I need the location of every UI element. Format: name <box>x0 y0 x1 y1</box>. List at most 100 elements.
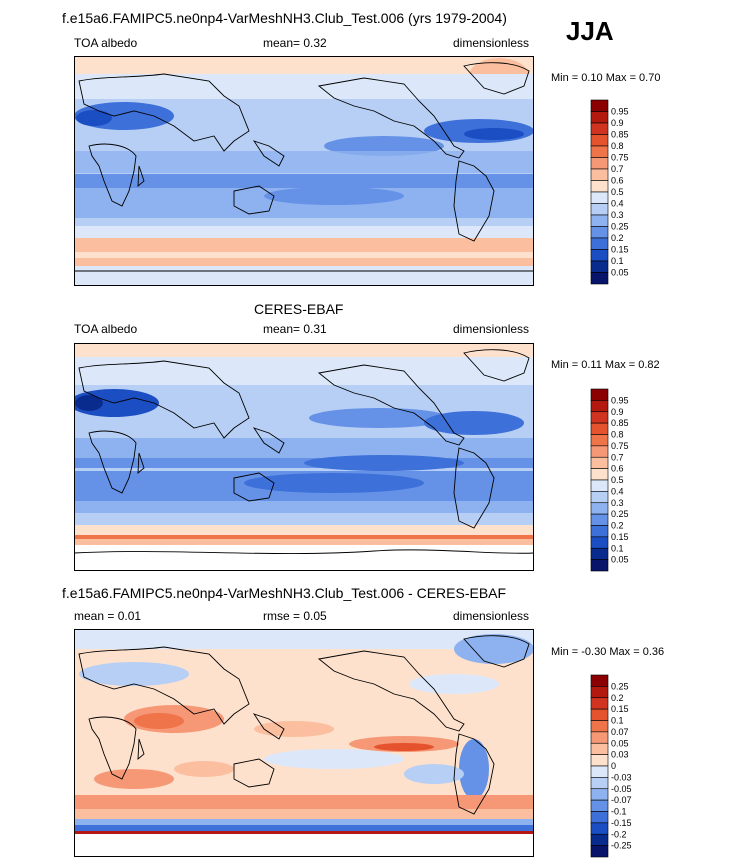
colorbar-swatch <box>590 547 609 560</box>
colorbar-swatch <box>590 822 609 835</box>
panel2-colorbar: 0.95 0.90.85 0.80.750.7 0.60.50.4 0.30.25 0.2… <box>590 388 629 572</box>
colorbar-swatch <box>590 249 609 262</box>
colorbar-label: 0.1 <box>611 543 624 553</box>
colorbar-swatch <box>590 720 609 733</box>
colorbar-swatch <box>590 400 609 413</box>
colorbar-swatch <box>590 388 609 401</box>
colorbar-label: 0.03 <box>611 750 629 760</box>
colorbar-label: 0.95 <box>611 395 629 405</box>
colorbar-label: 0 <box>611 761 616 771</box>
colorbar-label: 0.5 <box>611 187 624 197</box>
colorbar-swatch <box>590 559 609 572</box>
colorbar-label: 0.8 <box>611 430 624 440</box>
colorbar-swatch <box>590 731 609 744</box>
colorbar-swatch <box>590 157 609 170</box>
colorbar-swatch <box>590 214 609 227</box>
colorbar-label: 0.15 <box>611 245 629 255</box>
colorbar-swatch <box>590 845 609 858</box>
colorbar-swatch <box>590 422 609 435</box>
panel2-title: CERES-EBAF <box>254 301 344 317</box>
colorbar-label: -0.1 <box>611 807 627 817</box>
colorbar-swatch <box>590 536 609 549</box>
panel1-title: f.e15a6.FAMIPC5.ne0np4-VarMeshNH3.Club_T… <box>62 10 507 26</box>
colorbar-label: 0.5 <box>611 475 624 485</box>
colorbar-label: -0.2 <box>611 829 627 839</box>
colorbar-label: -0.15 <box>611 818 632 828</box>
colorbar-label: -0.05 <box>611 784 632 794</box>
colorbar-swatch <box>590 180 609 193</box>
panel1-map <box>74 56 534 286</box>
panel1-units-label: dimensionless <box>453 36 530 50</box>
colorbar-label: 0.1 <box>611 716 624 726</box>
panel1-mean-label: mean= 0.32 <box>263 36 327 50</box>
colorbar-label: 0.7 <box>611 452 624 462</box>
panel1-min-max: Min = 0.10 Max = 0.70 <box>551 72 661 84</box>
panel1-variable-label: TOA albedo <box>74 36 138 50</box>
colorbar-swatch <box>590 411 609 424</box>
colorbar-label: 0.85 <box>611 130 629 140</box>
panel2-map <box>74 343 534 571</box>
colorbar-swatch <box>590 491 609 504</box>
colorbar-swatch <box>590 134 609 147</box>
colorbar-swatch <box>590 513 609 526</box>
colorbar-label: -0.07 <box>611 795 632 805</box>
colorbar-label: 0.75 <box>611 153 629 163</box>
panel3-colorbar: 0.250.20.150.10.070.050.030-0.03-0.05-0.… <box>590 674 632 858</box>
colorbar-swatch <box>590 272 609 285</box>
colorbar-label: 0.6 <box>611 176 624 186</box>
colorbar-label: 0.25 <box>611 681 629 691</box>
colorbar-label: 0.3 <box>611 210 624 220</box>
colorbar-swatch <box>590 260 609 273</box>
panel1-colorbar: 0.950.9 0.850.8 0.750.7 0.60.5 0.40.3 0.250.2… <box>590 99 629 285</box>
colorbar-swatch <box>590 456 609 469</box>
colorbar-swatch <box>590 468 609 481</box>
colorbar-swatch <box>590 799 609 812</box>
colorbar-label: 0.9 <box>611 407 624 417</box>
colorbar-label: 0.07 <box>611 727 629 737</box>
colorbar-swatch <box>590 434 609 447</box>
colorbar-label: 0.05 <box>611 738 629 748</box>
colorbar-label: 0.2 <box>611 521 624 531</box>
colorbar-label: -0.03 <box>611 772 632 782</box>
colorbar-label: 0.2 <box>611 693 624 703</box>
colorbar-swatch <box>590 191 609 204</box>
colorbar-label: 0.4 <box>611 199 624 209</box>
colorbar-label: 0.1 <box>611 256 624 266</box>
colorbar-swatch <box>590 479 609 492</box>
panel3-mean-label: mean = 0.01 <box>74 609 142 623</box>
colorbar-label: 0.05 <box>611 268 629 278</box>
colorbar-swatch <box>590 226 609 239</box>
colorbar-label: 0.6 <box>611 464 624 474</box>
colorbar-label: -0.25 <box>611 841 632 851</box>
colorbar-label: 0.95 <box>611 107 629 117</box>
season-label: JJA <box>566 16 614 46</box>
colorbar-swatch <box>590 754 609 767</box>
colorbar-swatch <box>590 742 609 755</box>
colorbar-label: 0.4 <box>611 486 624 496</box>
colorbar-swatch <box>590 811 609 824</box>
colorbar-label: 0.7 <box>611 164 624 174</box>
colorbar-label: 0.8 <box>611 141 624 151</box>
panel3-map <box>74 629 534 857</box>
colorbar-swatch <box>590 674 609 687</box>
colorbar-swatch <box>590 686 609 699</box>
colorbar-swatch <box>590 99 609 112</box>
colorbar-label: 0.85 <box>611 418 629 428</box>
colorbar-swatch <box>590 708 609 721</box>
colorbar-swatch <box>590 122 609 135</box>
colorbar-label: 0.15 <box>611 532 629 542</box>
colorbar-label: 0.75 <box>611 441 629 451</box>
colorbar-label: 0.05 <box>611 555 629 565</box>
colorbar-swatch <box>590 203 609 216</box>
colorbar-swatch <box>590 525 609 538</box>
colorbar-label: 0.15 <box>611 704 629 714</box>
panel2-units-label: dimensionless <box>453 322 530 336</box>
panel3-title: f.e15a6.FAMIPC5.ne0np4-VarMeshNH3.Club_T… <box>62 585 507 601</box>
panel3-rmse-label: rmse = 0.05 <box>263 609 327 623</box>
colorbar-swatch <box>590 777 609 790</box>
panel3-units-label: dimensionless <box>453 609 530 623</box>
colorbar-label: 0.9 <box>611 118 624 128</box>
colorbar-swatch <box>590 697 609 710</box>
colorbar-swatch <box>590 833 609 846</box>
colorbar-swatch <box>590 445 609 458</box>
